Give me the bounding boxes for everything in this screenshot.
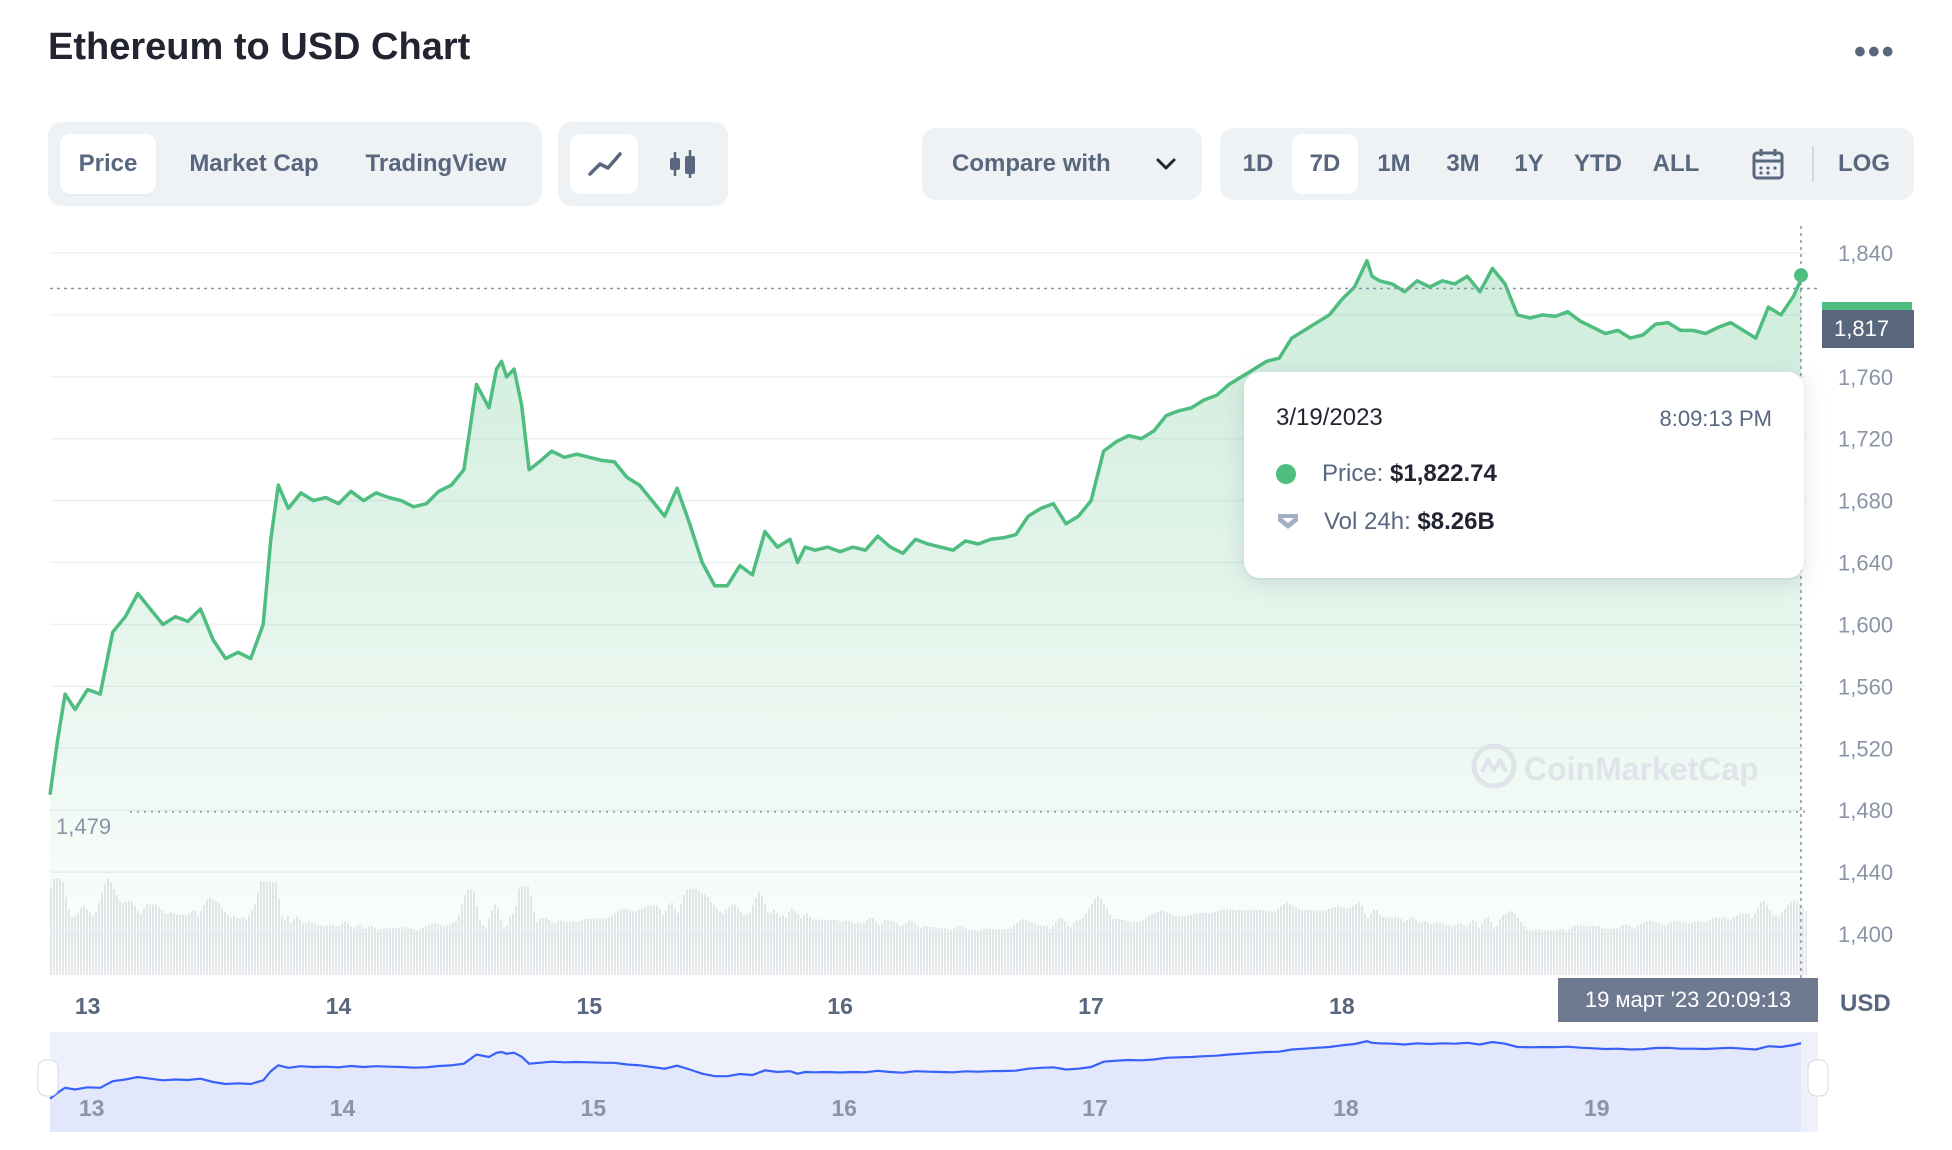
navigator-x-tick-label: 14: [330, 1095, 356, 1121]
candlestick-icon[interactable]: [648, 134, 716, 194]
log-toggle[interactable]: LOG: [1838, 150, 1890, 177]
x-tick-label: 13: [75, 993, 101, 1019]
tooltip-volume-value: $8.26B: [1417, 508, 1495, 535]
compare-with-label: Compare with: [952, 150, 1111, 177]
tab-tradingview[interactable]: TradingView: [365, 150, 507, 177]
navigator-x-tick-label: 17: [1082, 1095, 1108, 1121]
x-tick-label: 14: [326, 993, 352, 1019]
line-chart-icon[interactable]: [570, 134, 638, 194]
tooltip-price-row: Price: $1,822.74: [1276, 460, 1497, 488]
range-1m[interactable]: 1M: [1377, 150, 1411, 177]
price-tooltip: 3/19/2023 8:09:13 PM Price: $1,822.74 Vo…: [1244, 372, 1804, 578]
tooltip-time: 8:09:13 PM: [1659, 406, 1772, 431]
price-line: [48, 258, 1803, 795]
page-title: Ethereum to USD Chart: [48, 26, 471, 68]
tooltip-volume-row: Vol 24h: $8.26B: [1276, 508, 1495, 536]
chevron-down-icon: [1156, 158, 1176, 170]
range-3m[interactable]: 3M: [1446, 150, 1480, 177]
navigator-x-tick-label: 18: [1333, 1095, 1359, 1121]
y-tick-label: 1,440: [1838, 860, 1893, 885]
volume-bar: [1802, 907, 1804, 975]
tooltip-date: 3/19/2023: [1276, 404, 1383, 431]
volume-bar: [1805, 910, 1807, 975]
compare-with-dropdown[interactable]: Compare with: [922, 128, 1202, 200]
range-1d[interactable]: 1D: [1242, 150, 1274, 177]
range-ytd[interactable]: YTD: [1574, 150, 1622, 177]
y-tick-label: 1,520: [1838, 736, 1893, 761]
x-tick-label: 16: [827, 993, 853, 1019]
range-all[interactable]: ALL: [1652, 150, 1700, 177]
volume-icon: [1278, 514, 1298, 529]
x-tick-label: 15: [577, 993, 603, 1019]
navigator-x-tick-label: 16: [831, 1095, 857, 1121]
x-tick-label: 18: [1329, 993, 1355, 1019]
tooltip-price-label: Price:: [1322, 460, 1384, 487]
tooltip-volume-label: Vol 24h:: [1324, 508, 1411, 535]
y-tick-label: 1,480: [1838, 798, 1893, 823]
y-tick-label: 1,840: [1838, 241, 1893, 266]
navigator-x-tick-label: 15: [581, 1095, 607, 1121]
chart-style-toggle: [558, 122, 728, 206]
navigator-handle-left[interactable]: [37, 1059, 59, 1097]
navigator-area: [50, 1041, 1801, 1132]
calendar-icon[interactable]: [1750, 146, 1786, 182]
navigator-x-tick-label: 19: [1584, 1095, 1610, 1121]
range-1y[interactable]: 1Y: [1514, 150, 1544, 177]
crosshair-date-tag: 19 март '23 20:09:13: [1558, 978, 1818, 1022]
tab-market-cap[interactable]: Market Cap: [189, 150, 319, 177]
watermark-text: CoinMarketCap: [1524, 751, 1759, 787]
navigator-handle-right[interactable]: [1807, 1059, 1829, 1097]
x-tick-label: 17: [1078, 993, 1104, 1019]
chart-type-tabs: Price Market Cap TradingView: [48, 122, 542, 206]
y-tick-label: 1,680: [1838, 489, 1893, 514]
price-area: [50, 260, 1801, 965]
current-price-dot: [1793, 268, 1808, 283]
y-tick-label: 1,760: [1838, 365, 1893, 390]
coinmarketcap-watermark: CoinMarketCap: [1470, 742, 1759, 790]
range-tabs: 1D 7D 1M 3M 1Y YTD ALL LOG: [1220, 128, 1914, 200]
y-tick-label: 1,720: [1838, 427, 1893, 452]
current-price-tag: 1,817: [1822, 310, 1914, 348]
price-dot-icon: [1276, 464, 1296, 484]
tooltip-price-value: $1,822.74: [1390, 460, 1497, 487]
y-tick-label: 1,400: [1838, 922, 1893, 947]
navigator-x-tick-label: 13: [79, 1095, 105, 1121]
range-divider: [1812, 146, 1814, 182]
y-tick-label: 1,640: [1838, 551, 1893, 576]
navigator-line: [49, 1040, 1802, 1100]
currency-label: USD: [1840, 990, 1891, 1017]
range-7d[interactable]: 7D: [1292, 134, 1358, 194]
low-price-label: 1,479: [56, 814, 111, 839]
tab-price[interactable]: Price: [60, 134, 156, 194]
y-tick-label: 1,600: [1838, 612, 1893, 637]
y-tick-label: 1,560: [1838, 674, 1893, 699]
coinmarketcap-logo-icon: [1471, 743, 1517, 789]
